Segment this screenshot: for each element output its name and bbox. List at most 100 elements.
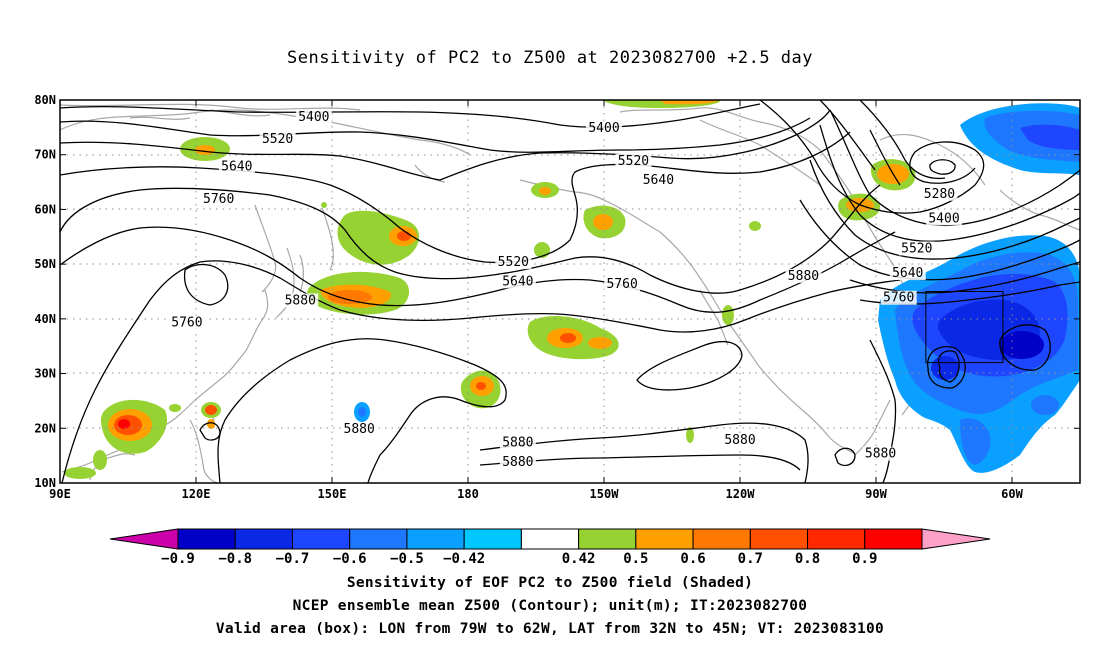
contour-label: 5760 (606, 277, 637, 292)
colorbar-label: 0.6 (680, 551, 705, 567)
negative-sensitivity-shading (354, 103, 1080, 473)
contour-label-bg (295, 110, 332, 125)
colorbar-label: −0.42 (443, 551, 485, 567)
lat-tick-label: 40N (34, 312, 56, 326)
colorbar-overflow-triangle (921, 528, 991, 550)
lon-tick-label: 60W (1001, 487, 1023, 501)
contour-label: 5760 (171, 315, 202, 330)
contour-label: 5520 (618, 154, 649, 169)
contour-label: 5880 (502, 436, 533, 451)
grid-lines (60, 100, 1080, 483)
lat-tick-label: 30N (34, 367, 56, 381)
lat-tick-label: 60N (34, 202, 56, 216)
valid-area-box (925, 291, 1004, 364)
contour-label-bg (218, 159, 255, 174)
contour-label-bg (495, 255, 532, 270)
latitude-axis: 80N 70N 60N 50N 40N 30N 20N 10N (34, 93, 1080, 490)
map-frame (59, 99, 1081, 484)
contour-label: 5880 (344, 422, 375, 437)
lon-tick-label: 90E (49, 487, 71, 501)
contour-labels: 5400 5400 5520 5520 5640 5640 5760 5280 5400 5520… (168, 110, 962, 470)
contour-label-bg (785, 268, 822, 283)
colorbar-segment (234, 528, 293, 550)
colorbar-segment (291, 528, 351, 550)
colorbar-segment (864, 528, 923, 550)
contour-label-bg (722, 432, 758, 447)
contour-label-bg (282, 293, 319, 308)
colorbar-segment (406, 528, 465, 550)
colorbar-segment (349, 528, 408, 550)
colorbar-label: −0.8 (218, 551, 252, 567)
contour-label-bg (259, 132, 296, 147)
colorbar-segment (578, 528, 637, 550)
colorbar-label: −0.7 (276, 551, 310, 567)
colorbar-segment (463, 528, 522, 550)
caption-line-1: Sensitivity of EOF PC2 to Z500 field (Sh… (346, 575, 754, 591)
lat-tick-label: 70N (34, 148, 56, 162)
contour-label-bg (640, 173, 677, 188)
contour-label: 5400 (298, 110, 329, 125)
colorbar-segment (692, 528, 751, 550)
lon-tick-label: 150W (590, 487, 620, 501)
lon-tick-label: 120W (726, 487, 756, 501)
contour-label-bg (604, 277, 641, 292)
contour-label-bg (499, 435, 536, 450)
contour-label: 5400 (928, 211, 959, 226)
colorbar: −0.9 −0.8 −0.7 −0.6 −0.5 −0.42 0.42 0.5 0.6 0.7 0.… (109, 528, 991, 567)
colorbar-label: 0.42 (562, 551, 596, 567)
contour-label: 5760 (883, 291, 914, 306)
lat-tick-label: 80N (34, 93, 56, 107)
colorbar-label: 0.5 (623, 551, 648, 567)
colorbar-segment (177, 528, 236, 550)
contour-label-bg (341, 422, 378, 437)
contour-label: 5640 (892, 266, 923, 281)
lat-tick-label: 10N (34, 476, 56, 490)
contour-label: 5520 (498, 255, 529, 270)
contour-label: 5520 (901, 241, 932, 256)
colorbar-segment (635, 528, 694, 550)
contour-label: 5760 (203, 192, 234, 207)
contour-label-bg (898, 241, 935, 256)
caption-line-3: Valid area (box): LON from 79W to 62W, L… (215, 621, 885, 637)
contour-label-bg (862, 446, 899, 461)
contour-label-bg (926, 211, 962, 226)
lon-tick-label: 150E (318, 487, 347, 501)
longitude-axis: 90E 120E 150E 180 150W 120W 90W 60W (49, 100, 1024, 501)
contour-label-bg (586, 121, 622, 136)
colorbar-label: −0.6 (333, 551, 367, 567)
colorbar-label: 0.9 (852, 551, 877, 567)
contour-label: 5880 (724, 433, 755, 448)
z500-contours (60, 100, 1080, 483)
contour-label-bg (168, 315, 205, 330)
colorbar-segment (749, 528, 809, 550)
contour-label: 5640 (221, 159, 252, 174)
contour-label: 5880 (788, 269, 819, 284)
lat-tick-label: 20N (34, 421, 56, 435)
colorbar-label: 0.8 (795, 551, 820, 567)
contour-label-bg (200, 192, 237, 207)
colorbar-label: −0.5 (390, 551, 424, 567)
colorbar-segment (807, 528, 866, 550)
colorbar-label: 0.7 (738, 551, 763, 567)
contour-label-bg (880, 290, 917, 305)
contour-label: 5880 (502, 455, 533, 470)
lon-tick-label: 120E (182, 487, 211, 501)
contour-label: 5400 (588, 121, 619, 136)
caption-line-2: NCEP ensemble mean Z500 (Contour); unit(… (292, 598, 808, 614)
contour-label: 5880 (865, 447, 896, 462)
contour-label-bg (615, 153, 652, 168)
colorbar-label: −0.9 (161, 551, 195, 567)
contour-label-bg (921, 186, 958, 201)
contour-label-bg (499, 454, 536, 469)
contour-label: 5640 (643, 173, 674, 188)
contour-label: 5520 (262, 132, 293, 147)
lon-tick-label: 180 (457, 487, 479, 501)
plot-title: Sensitivity of PC2 to Z500 at 2023082700… (286, 48, 813, 68)
contour-label-bg (889, 266, 926, 281)
lat-tick-label: 50N (34, 257, 56, 271)
colorbar-segment (520, 528, 580, 550)
lon-tick-label: 90W (865, 487, 887, 501)
contour-label: 5280 (924, 187, 955, 202)
contour-label: 5640 (502, 274, 533, 289)
